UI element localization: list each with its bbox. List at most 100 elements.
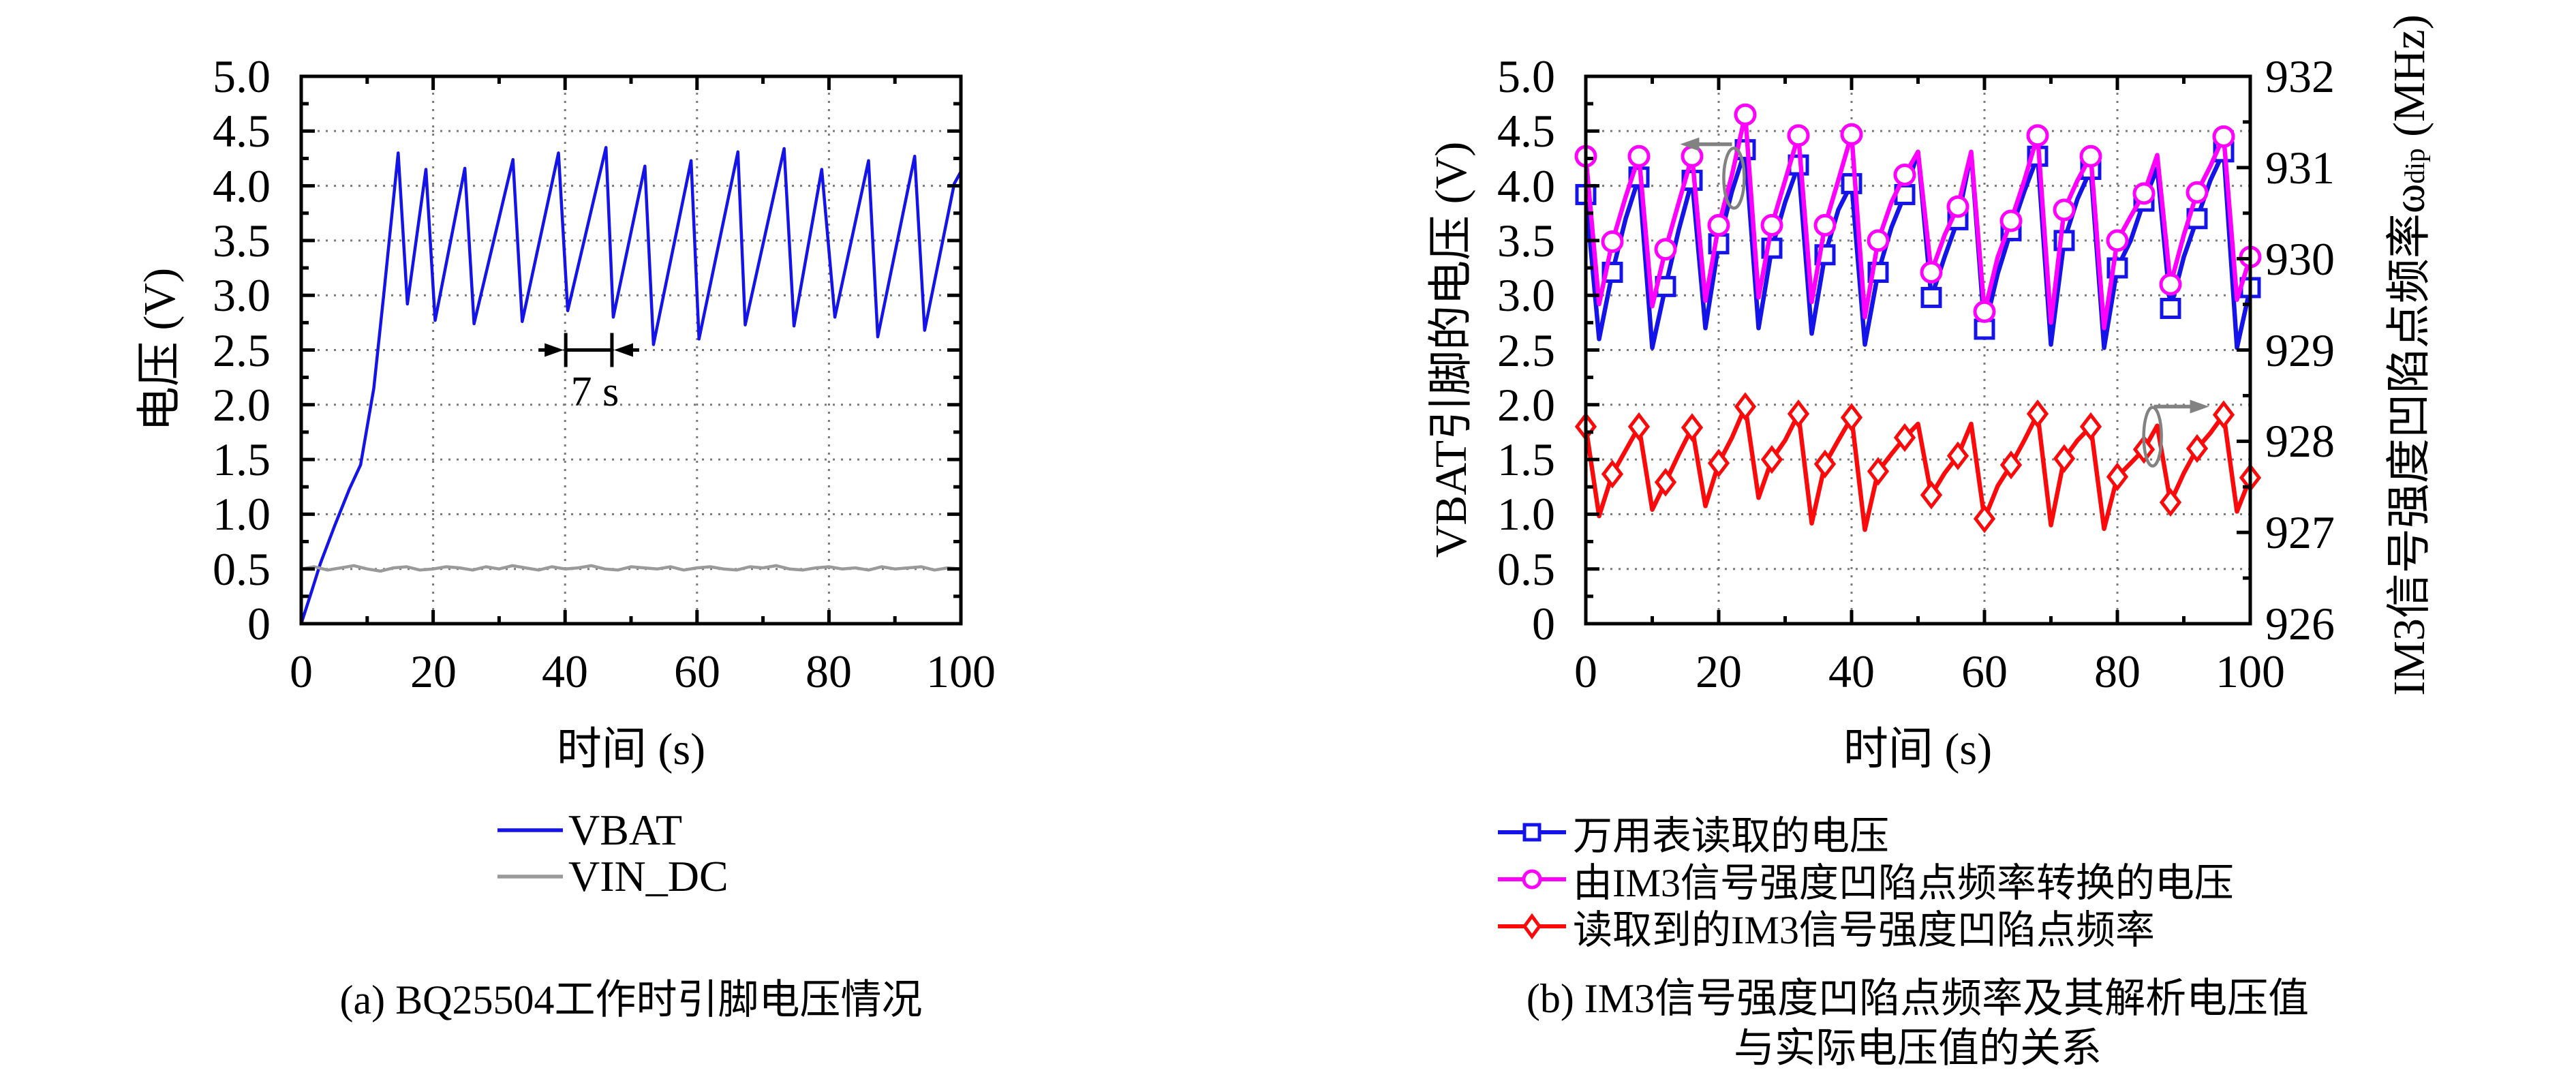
diamond-marker [1522, 913, 1542, 939]
square-marker [1655, 275, 1676, 297]
voltage-group-ellipse [1722, 147, 1746, 210]
diamond-marker [2159, 487, 2182, 517]
circle-marker [1840, 123, 1863, 146]
panel-a-y-tick-label: 0.5 [213, 543, 271, 595]
right-label-subscript: dip [2399, 148, 2430, 184]
legend-label-converted-voltage: 由IM3信号强度凹陷点频率转换的电压 [1573, 860, 2234, 905]
panel-b-x-tick-label: 0 [1574, 645, 1597, 697]
span-annotation-label: 7 s [570, 369, 619, 415]
arrow-head [613, 343, 633, 357]
diamond-marker [1920, 481, 1943, 510]
diamond-marker [1707, 449, 1730, 478]
diamond-marker [1681, 413, 1704, 442]
arrow-head [545, 343, 564, 357]
square-marker [1920, 286, 1942, 308]
square-marker [1841, 172, 1862, 194]
panel-b-x-tick-label: 20 [1696, 645, 1742, 697]
panel-a-y-tick-label: 5.0 [213, 50, 271, 102]
panel-b-left-y-tick-label: 1.0 [1497, 488, 1555, 540]
diamond-marker [1627, 412, 1651, 442]
vin-dc-line-sample-icon [497, 875, 563, 879]
legend-label-read-frequency: 读取到的IM3信号强度凹陷点频率 [1573, 907, 2155, 952]
circle-marker [2106, 229, 2129, 252]
diamond-marker [1867, 457, 1890, 486]
panel-b-x-tick-label: 40 [1828, 645, 1875, 697]
panel-a-x-tick-label: 40 [542, 645, 588, 697]
panel-a-y-axis-label: 电压 (V) [135, 267, 185, 432]
panel-b-x-tick-label: 60 [1961, 645, 2008, 697]
diamond-marker [1601, 459, 1624, 489]
diamond-marker-line-sample-icon [1498, 913, 1566, 939]
panel-b-caption-line1: (b) IM3信号强度凹陷点频率及其解析电压值 [1526, 976, 2310, 1021]
circle-marker [2053, 198, 2076, 222]
circle-marker [1867, 229, 1890, 252]
diamond-marker [2079, 412, 2102, 442]
square-marker [1974, 318, 1995, 340]
panel-a-x-tick-label: 20 [410, 645, 457, 697]
circle-marker [2079, 145, 2102, 168]
plot-frame [299, 74, 963, 626]
circle-marker [1627, 145, 1651, 168]
legend-label-vbat: VBAT [568, 806, 683, 854]
circle-marker [2026, 124, 2049, 147]
panel-a-x-tick-label: 100 [926, 645, 996, 697]
legend-item-vin-dc: VIN_DC [496, 852, 729, 900]
circle-marker [2212, 125, 2235, 148]
legend-label-vin-dc: VIN_DC [568, 852, 729, 900]
circle-marker [1893, 164, 1916, 187]
panel-a-y-tick-label: 1.5 [213, 434, 271, 485]
panel-b-left-y-axis-label: VBAT引脚的电压 (V) [1426, 141, 1476, 558]
panel-a-x-tick-label: 60 [674, 645, 720, 697]
square-marker-line-sample-icon [1498, 823, 1566, 841]
right-label-unit: (MHz) [2385, 14, 2434, 149]
diamond-marker [1734, 392, 1757, 421]
legend-label-multimeter-voltage: 万用表读取的电压 [1573, 813, 1890, 858]
panel-b-right-y-tick-label: 926 [2265, 598, 2335, 650]
right-label-text: IM3信号强度凹陷点频率ω [2385, 183, 2434, 696]
panel-b-left-y-tick-label: 2.5 [1497, 324, 1555, 376]
panel-b-left-y-tick-label: 1.5 [1497, 434, 1555, 485]
square-marker [1522, 823, 1542, 841]
panel-b-x-tick-label: 100 [2215, 645, 2285, 697]
panel-b-right-y-tick-label: 931 [2265, 142, 2335, 194]
panel-b-right-y-tick-label: 928 [2265, 415, 2335, 467]
panel-b-right-y-tick-label: 932 [2265, 50, 2335, 102]
diamond-marker [2212, 400, 2235, 429]
panel-b-right-y-tick-label: 929 [2265, 324, 2335, 376]
panel-b-left-y-tick-label: 0.5 [1497, 543, 1555, 595]
panel-b-x-tick-label: 80 [2094, 645, 2141, 697]
circle-marker [2186, 181, 2209, 204]
circle-marker [1734, 103, 1757, 126]
panel-b-left-y-tick-label: 4.0 [1497, 160, 1555, 212]
panel-b-left-y-tick-label: 5.0 [1497, 50, 1555, 102]
diamond-marker [1999, 451, 2023, 480]
circle-marker [1973, 300, 1996, 323]
circle-marker [1522, 869, 1542, 889]
panel-b-left-y-tick-label: 4.5 [1497, 105, 1555, 157]
panel-b-left-y-tick-label: 0 [1532, 598, 1555, 650]
panel-b-left-y-tick-label: 2.0 [1497, 379, 1555, 431]
circle-marker [1760, 213, 1783, 237]
diamond-marker [2186, 434, 2209, 463]
legend-item-converted-voltage: 由IM3信号强度凹陷点频率转换的电压 [1497, 855, 2234, 905]
diamond-marker [1946, 441, 1969, 470]
circle-marker [1707, 213, 1730, 237]
panel-b-right-y-axis-label: IM3信号强度凹陷点频率ωdip (MHz) [2381, 0, 2444, 866]
panel-b-left-y-tick-label: 3.5 [1497, 215, 1555, 267]
circle-marker [2159, 273, 2182, 296]
diamond-marker [1840, 403, 1863, 432]
circle-marker [1654, 238, 1677, 261]
vbat-series-line [299, 146, 963, 626]
panel-a-y-tick-label: 1.0 [213, 488, 271, 540]
diamond-marker [2106, 462, 2129, 491]
legend-item-vbat: VBAT [496, 806, 729, 854]
circle-marker [1601, 230, 1624, 254]
diamond-marker [1760, 444, 1783, 474]
diamond-marker [2053, 444, 2076, 473]
panel-a-y-tick-label: 0 [247, 598, 271, 650]
legend-item-multimeter-voltage: 万用表读取的电压 [1497, 808, 2234, 858]
circle-marker [1813, 213, 1837, 237]
diamond-marker [1787, 399, 1810, 429]
